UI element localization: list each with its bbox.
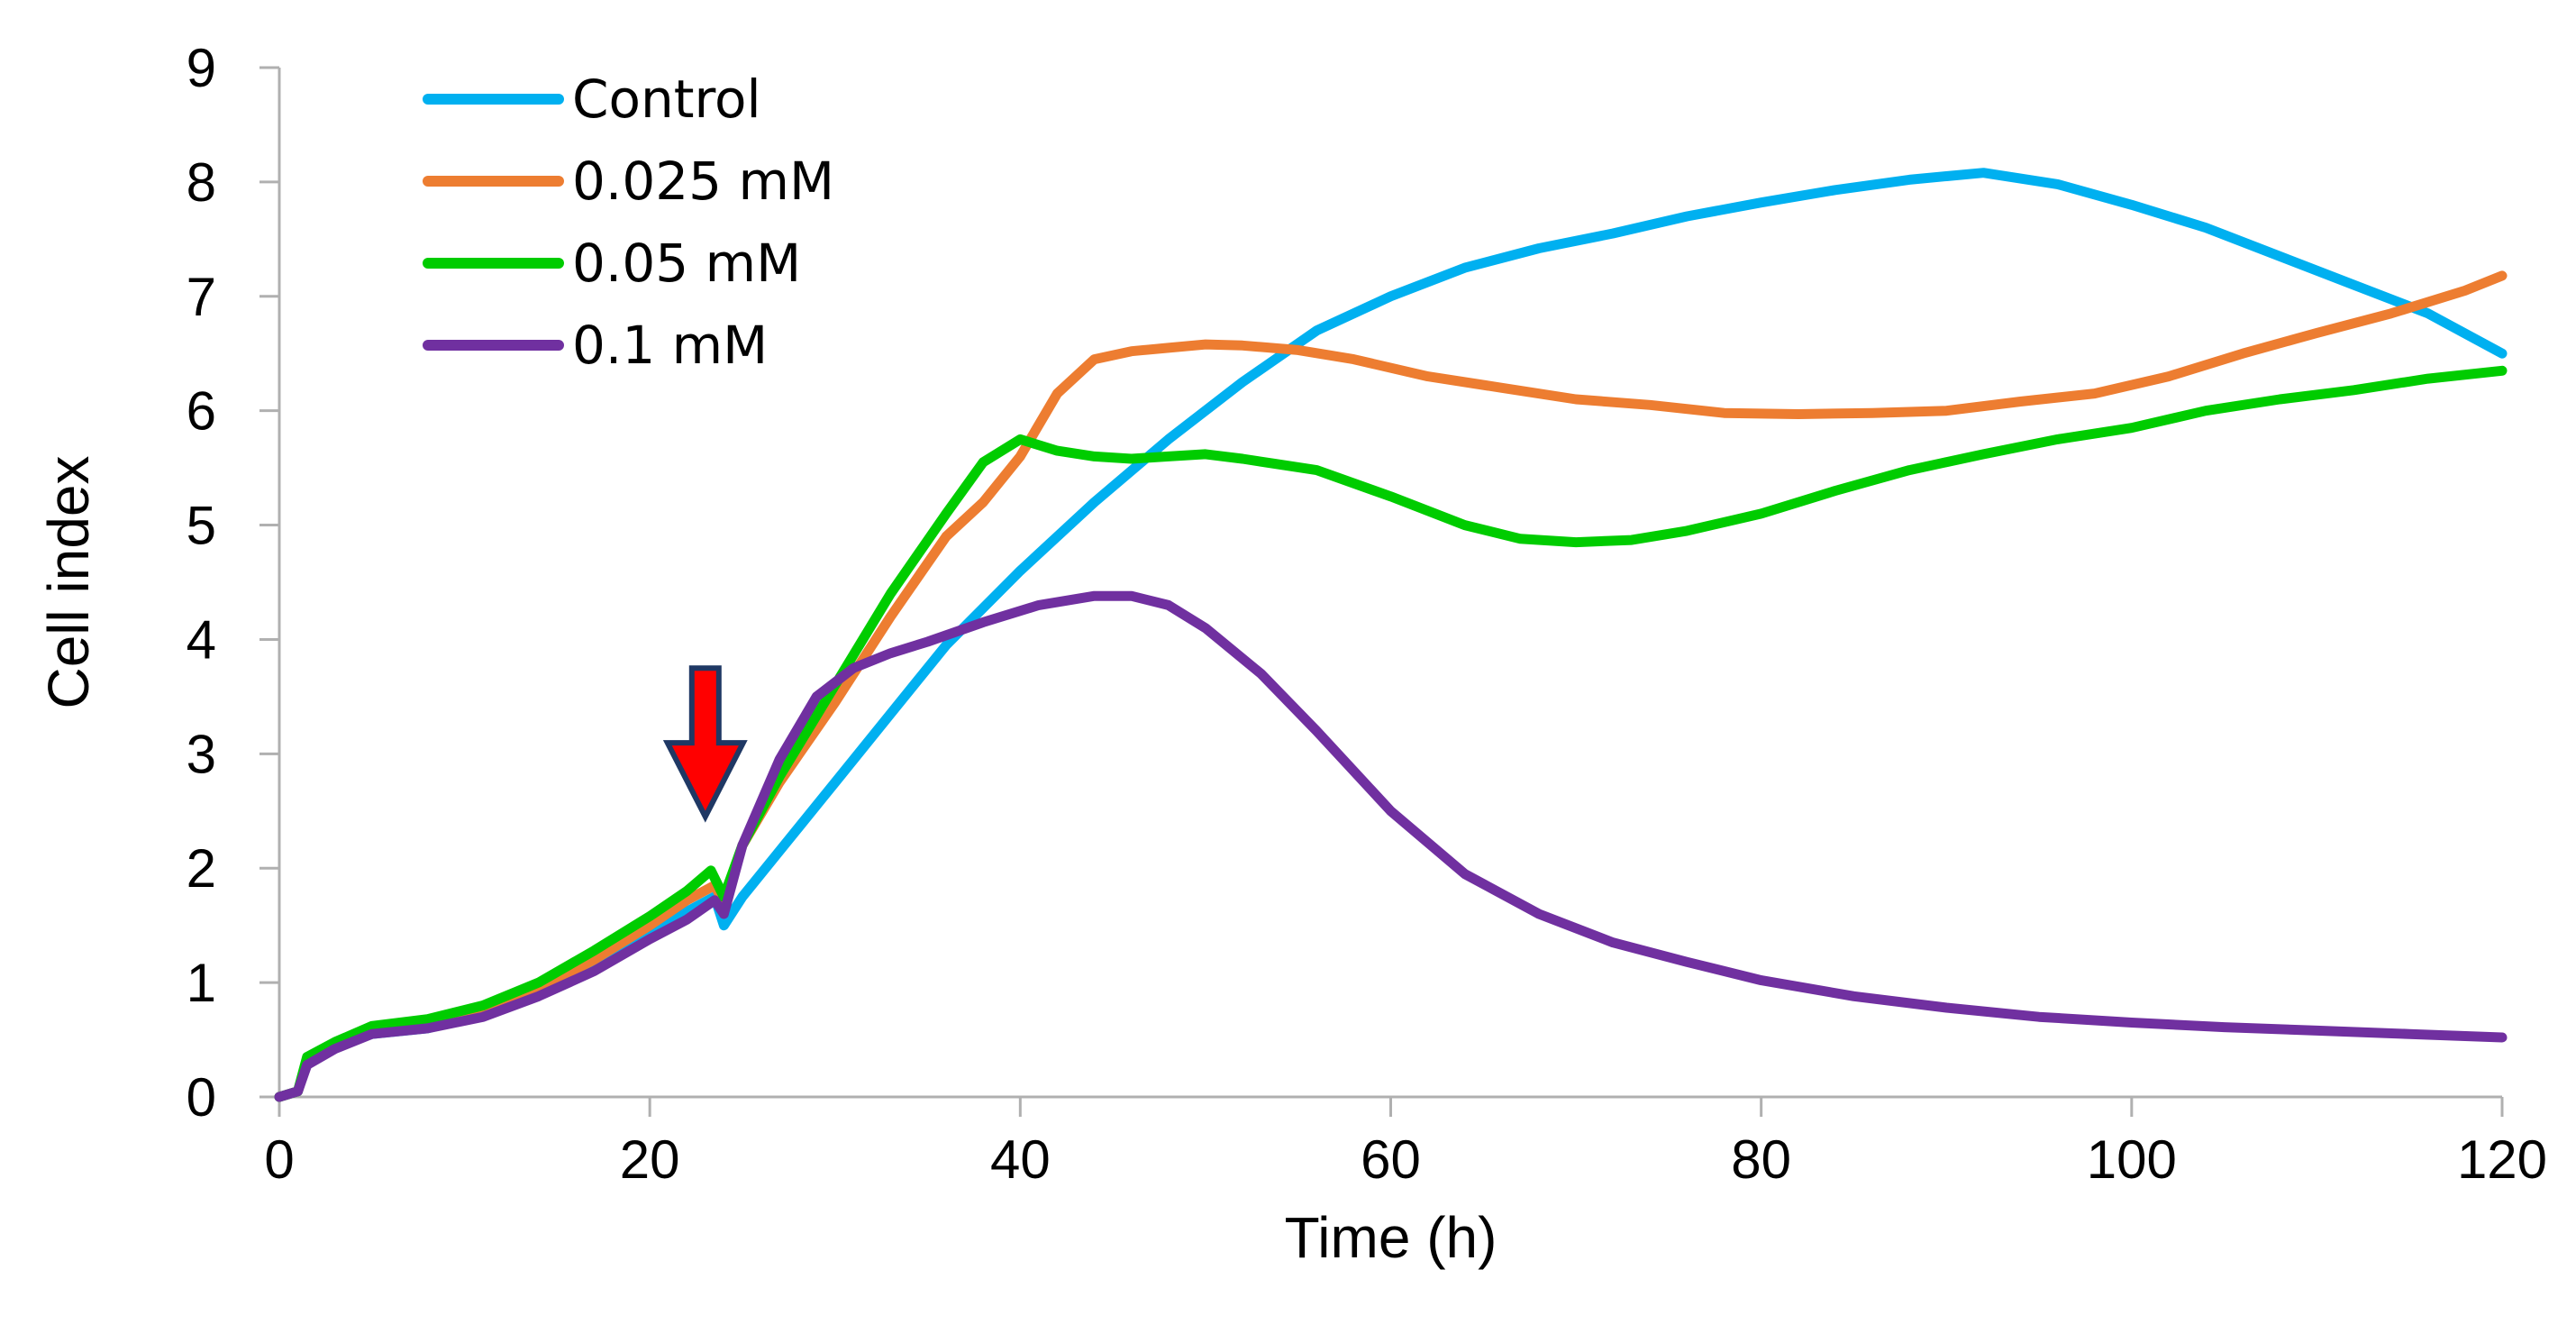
y-tick-label: 9 bbox=[187, 38, 216, 98]
y-tick-label: 0 bbox=[187, 1067, 216, 1128]
x-tick-label: 60 bbox=[1361, 1129, 1421, 1190]
x-tick-label: 0 bbox=[264, 1129, 294, 1190]
y-tick-label: 1 bbox=[187, 953, 216, 1013]
y-tick-label: 6 bbox=[187, 381, 216, 442]
annotation-group bbox=[662, 665, 748, 823]
series-line-4 bbox=[274, 590, 2508, 1102]
legend-label: 0.025 mM bbox=[572, 151, 834, 212]
y-tick-label: 4 bbox=[187, 609, 216, 670]
legend-label: 0.05 mM bbox=[572, 233, 801, 294]
y-tick-label: 3 bbox=[187, 724, 216, 784]
y-ticks: 0 1 2 3 4 5 6 7 8 9 bbox=[187, 38, 279, 1128]
legend-label: 0.1 mM bbox=[572, 315, 768, 376]
legend-label: Control bbox=[572, 69, 761, 130]
x-tick-label: 100 bbox=[2087, 1129, 2177, 1190]
series-line-2 bbox=[274, 270, 2508, 1102]
x-axis-title: Time (h) bbox=[1285, 1205, 1497, 1270]
x-tick-label: 120 bbox=[2457, 1129, 2547, 1190]
series-group bbox=[274, 168, 2508, 1102]
x-ticks: 0 20 40 60 80 100 120 bbox=[264, 1097, 2547, 1190]
y-tick-label: 7 bbox=[187, 267, 216, 327]
x-tick-label: 80 bbox=[1731, 1129, 1791, 1190]
treatment-arrow bbox=[662, 665, 748, 823]
x-tick-label: 20 bbox=[620, 1129, 680, 1190]
y-tick-label: 8 bbox=[187, 152, 216, 213]
x-tick-label: 40 bbox=[990, 1129, 1051, 1190]
y-tick-label: 2 bbox=[187, 838, 216, 899]
y-axis-title: Cell index bbox=[36, 455, 101, 708]
y-tick-label: 5 bbox=[187, 496, 216, 556]
legend: Control 0.025 mM 0.05 mM 0.1 mM bbox=[423, 69, 834, 376]
series-line-3 bbox=[274, 365, 2508, 1102]
